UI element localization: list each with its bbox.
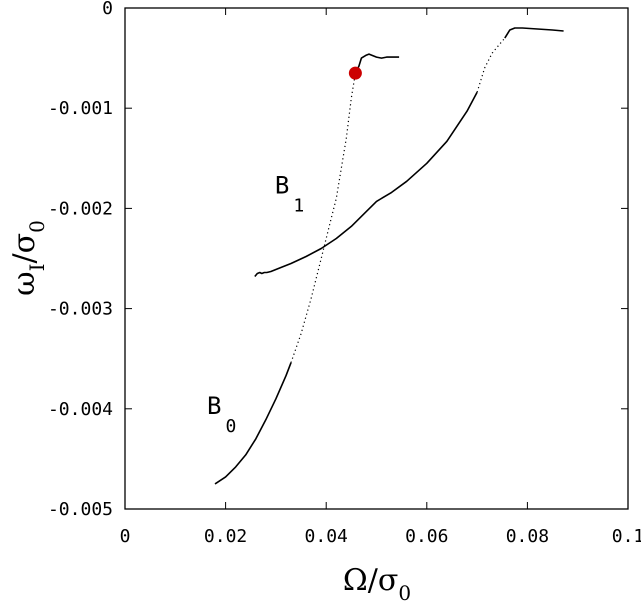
x-tick-label: 0 (120, 526, 131, 547)
annotation-subscript: 0 (225, 416, 236, 437)
annotation-main: B (207, 392, 221, 420)
x-tick-label: 0.02 (204, 526, 247, 547)
series-b-1-line (254, 91, 478, 278)
series-b-0-dotted-line (290, 73, 356, 363)
x-tick-label: 0.1 (612, 526, 641, 547)
y-tick-label: -0.002 (48, 198, 113, 219)
annotation-subscript: 1 (293, 195, 304, 216)
annotation-b1: B1 (275, 171, 304, 216)
x-tick-label: 0.04 (305, 526, 348, 547)
y-tick-label: -0.003 (48, 299, 113, 320)
x-tick-label: 0.06 (405, 526, 448, 547)
x-tick-label: 0.08 (506, 526, 549, 547)
series-b-1-line (504, 27, 564, 39)
series-b-0-line (214, 362, 292, 485)
series-b-1-dotted-line (476, 37, 506, 93)
annotation-main: B (275, 171, 289, 199)
annotation-b0: B0 (207, 392, 236, 437)
y-tick-label: -0.004 (48, 399, 113, 420)
x-axis-title-sub: 0 (398, 581, 411, 605)
y-tick-label: -0.001 (48, 98, 113, 119)
y-axis-title-main: ω (7, 271, 42, 295)
y-axis-title-sub1: I (25, 263, 49, 271)
x-axis-title-main: Ω/σ (343, 563, 398, 598)
y-tick-label: -0.005 (48, 499, 113, 520)
y-axis-title-sub2: 0 (25, 220, 49, 233)
highlight-point (348, 66, 362, 80)
x-axis-title: Ω/σ0 (343, 563, 411, 605)
y-axis-title: ωI/σ0 (7, 220, 49, 296)
y-axis-title-sep: /σ (7, 233, 42, 264)
y-tick-label: 0 (102, 0, 113, 19)
plot-frame (124, 7, 629, 510)
series-b-0-line (354, 53, 400, 74)
